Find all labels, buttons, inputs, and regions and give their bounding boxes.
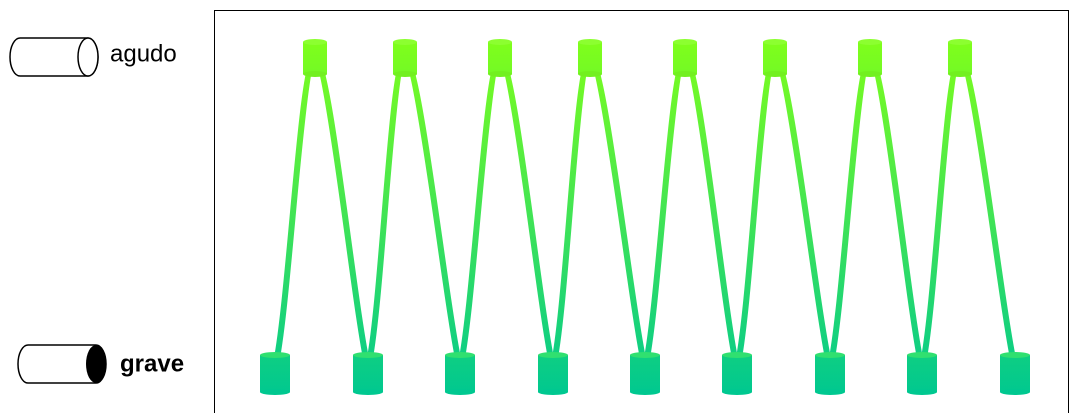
high-label: agudo bbox=[110, 40, 177, 67]
peak-cap-top bbox=[393, 39, 417, 45]
peak-cap-bottom bbox=[858, 71, 882, 77]
diagram: agudo grave bbox=[0, 0, 1070, 413]
trough-cap bbox=[353, 355, 383, 392]
peak-cap-top bbox=[948, 39, 972, 45]
peak-cap bbox=[948, 42, 972, 74]
wave bbox=[260, 39, 1030, 395]
high-icon bbox=[10, 38, 98, 76]
peak-cap-bottom bbox=[578, 71, 602, 77]
trough-cap-bottom bbox=[538, 389, 568, 395]
peak-cap-bottom bbox=[393, 71, 417, 77]
peak-cap-top bbox=[303, 39, 327, 45]
trough-cap bbox=[722, 355, 752, 392]
trough-cap-top bbox=[260, 352, 290, 358]
peak-cap-top bbox=[578, 39, 602, 45]
low-icon bbox=[18, 345, 106, 383]
peak-cap-bottom bbox=[948, 71, 972, 77]
peak-cap bbox=[488, 42, 512, 74]
peak-cap bbox=[578, 42, 602, 74]
trough-cap bbox=[907, 355, 937, 392]
trough-cap bbox=[445, 355, 475, 392]
trough-cap-top bbox=[815, 352, 845, 358]
peak-cap-top bbox=[488, 39, 512, 45]
trough-cap-bottom bbox=[260, 389, 290, 395]
trough-cap-top bbox=[538, 352, 568, 358]
trough-cap-bottom bbox=[445, 389, 475, 395]
trough-cap bbox=[630, 355, 660, 392]
trough-cap-bottom bbox=[722, 389, 752, 395]
peak-cap bbox=[393, 42, 417, 74]
trough-cap bbox=[815, 355, 845, 392]
peak-cap bbox=[673, 42, 697, 74]
peak-cap-bottom bbox=[673, 71, 697, 77]
peak-cap-bottom bbox=[488, 71, 512, 77]
trough-cap-top bbox=[722, 352, 752, 358]
peak-cap-bottom bbox=[303, 71, 327, 77]
trough-cap-top bbox=[1000, 352, 1030, 358]
peak-cap bbox=[763, 42, 787, 74]
peak-cap bbox=[303, 42, 327, 74]
peak-cap-top bbox=[763, 39, 787, 45]
peak-cap-bottom bbox=[763, 71, 787, 77]
peak-cap bbox=[858, 42, 882, 74]
trough-cap bbox=[538, 355, 568, 392]
trough-cap bbox=[260, 355, 290, 392]
trough-cap-top bbox=[907, 352, 937, 358]
trough-cap-top bbox=[445, 352, 475, 358]
trough-cap-top bbox=[353, 352, 383, 358]
trough-cap-bottom bbox=[630, 389, 660, 395]
trough-cap-bottom bbox=[1000, 389, 1030, 395]
wave-ribbon bbox=[275, 58, 1015, 368]
low-label: grave bbox=[120, 350, 184, 377]
trough-cap-bottom bbox=[353, 389, 383, 395]
trough-cap-bottom bbox=[815, 389, 845, 395]
trough-cap-bottom bbox=[907, 389, 937, 395]
peak-cap-top bbox=[673, 39, 697, 45]
trough-cap bbox=[1000, 355, 1030, 392]
trough-cap-top bbox=[630, 352, 660, 358]
peak-cap-top bbox=[858, 39, 882, 45]
